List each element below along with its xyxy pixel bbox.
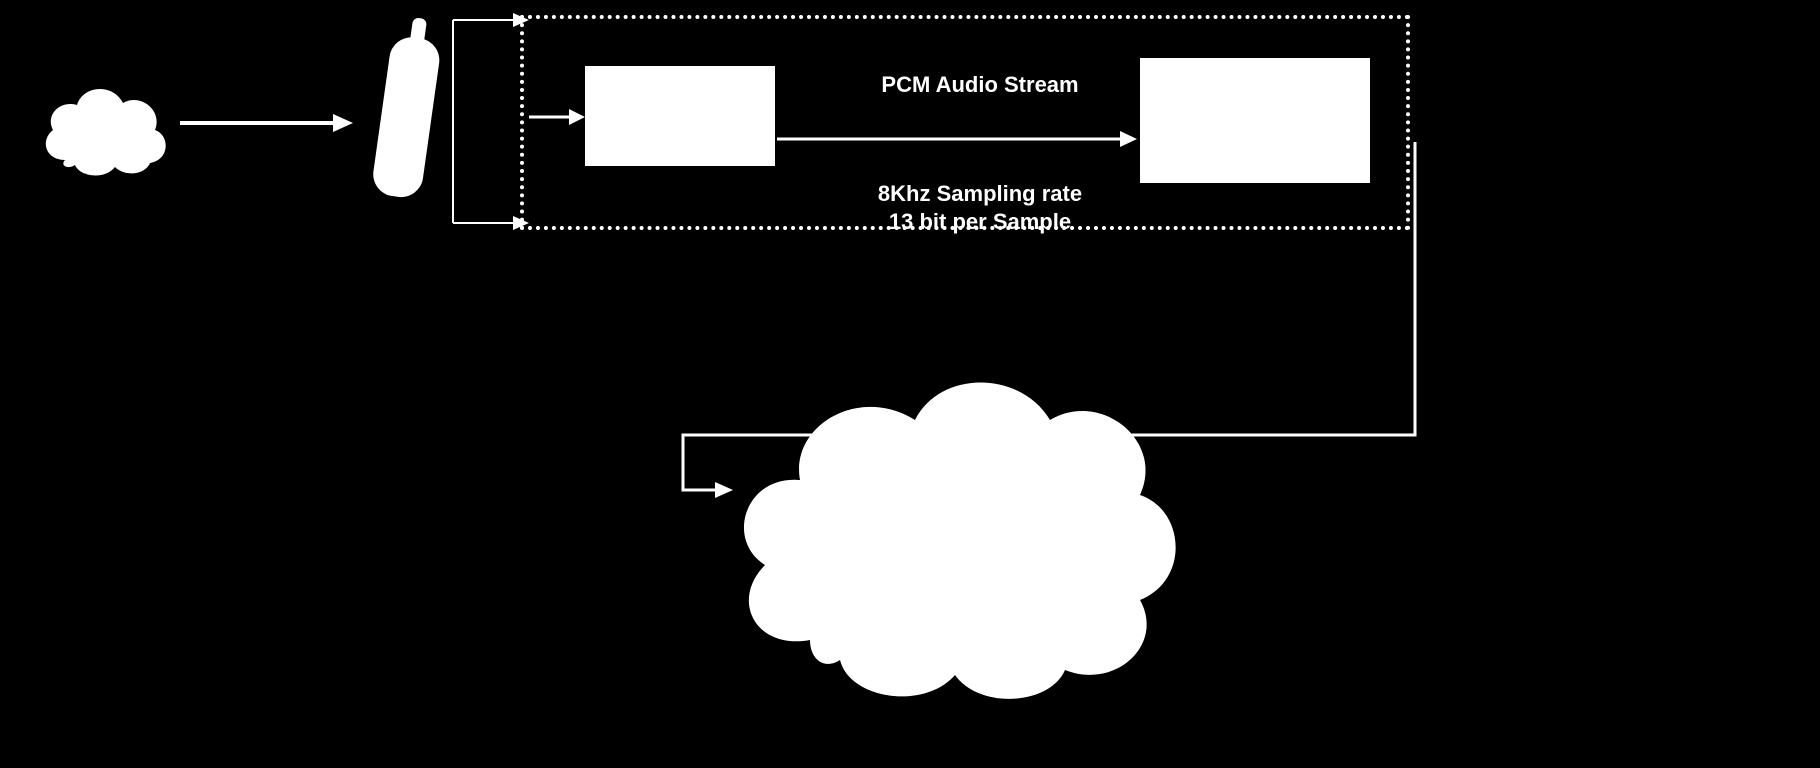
arrow-into-box1 <box>527 105 587 129</box>
cloud-destination-icon <box>700 340 1190 710</box>
phone-icon <box>360 15 450 210</box>
stream-label-top: PCM Audio Stream <box>870 71 1090 100</box>
arrow-cloud-to-phone <box>175 108 355 138</box>
stream-label-top-text: PCM Audio Stream <box>881 72 1078 97</box>
cloud-source-icon <box>35 75 175 190</box>
